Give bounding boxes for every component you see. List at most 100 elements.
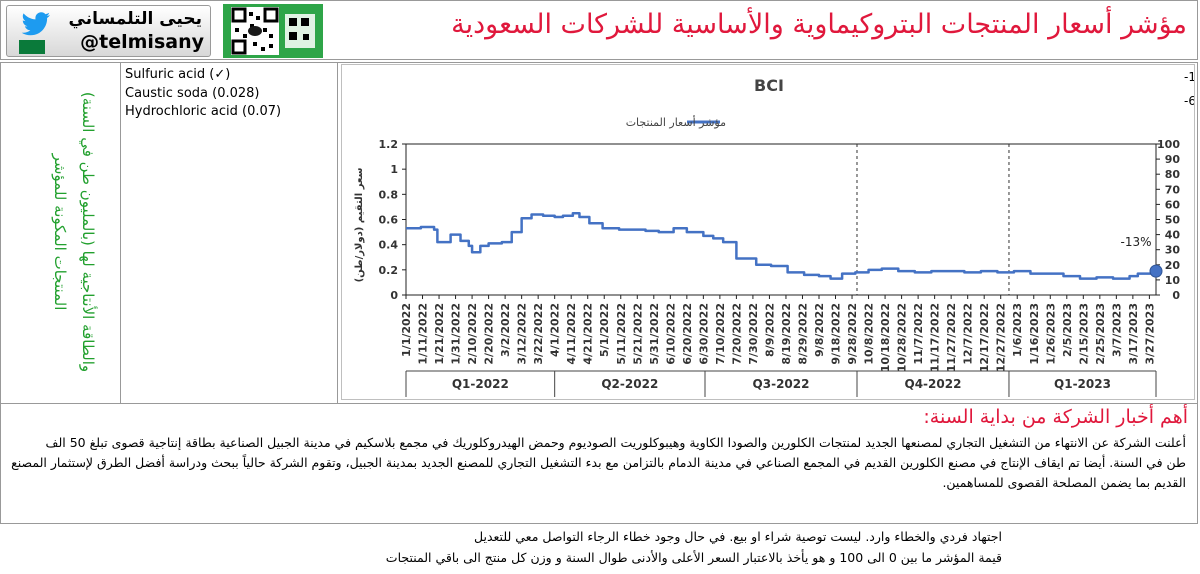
x-tick-label: 10/18/2022 [879,303,892,372]
x-tick-label: 4/1/2022 [549,303,562,357]
x-tick-label: 9/28/2022 [846,303,859,365]
x-tick-label: 12/17/2022 [978,303,991,372]
x-tick-label: 1/21/2022 [433,303,446,365]
index-note: قيمة المؤشر ما بين 0 الى 100 و هو يأخذ ب… [385,550,1002,565]
y2-tick-label: 80 [1165,168,1181,181]
x-tick-label: 3/12/2022 [516,303,529,365]
x-tick-label: 10/8/2022 [863,303,876,365]
x-tick-label: 8/19/2022 [780,303,793,365]
y-tick-label: 0.2 [379,264,399,277]
x-tick-label: 5/1/2022 [598,303,611,357]
x-tick-label: 9/18/2022 [830,303,843,365]
quarter-label: Q2-2022 [601,377,658,391]
bci-chart: BCI التغيير عن الربع السابق %13- التغيير… [354,70,1200,397]
list-item: Sulfuric acid (✓) [125,67,231,82]
y2-tick-label: 60 [1165,198,1181,211]
list-item: Caustic soda (0.028) [125,85,260,101]
author-handle: @telmisany [80,31,204,53]
y-tick-label: 1 [390,163,398,176]
list-item: Hydrochloric acid (0.07) [125,104,282,119]
x-tick-label: 10/28/2022 [896,303,909,372]
x-tick-label: 3/2/2022 [499,303,512,357]
x-tick-label: 2/20/2022 [483,303,496,365]
bci-series-line [406,211,1158,280]
change-same-quarter: التغيير عن الربع المماثل %67- [1184,94,1194,109]
x-tick-label: 5/21/2022 [631,303,644,365]
news-paragraph: أعلنت الشركة عن الانتهاء من التشغيل التج… [45,435,1187,450]
change-previous-quarter: التغيير عن الربع السابق %13- [1184,70,1194,85]
x-tick-label: 2/5/2023 [1061,303,1074,357]
x-tick-label: 2/15/2023 [1077,303,1090,365]
y2-tick-label: 50 [1165,214,1181,227]
legend-label: مؤشر أسعار المنتجات [626,115,726,129]
x-tick-label: 9/8/2022 [813,303,826,357]
x-tick-label: 12/7/2022 [962,303,975,365]
news-body: أعلنت الشركة عن الانتهاء من التشغيل التج… [6,433,1186,493]
x-tick-label: 6/10/2022 [664,303,677,365]
y2-tick-label: 40 [1165,229,1181,242]
y-tick-label: 0.8 [379,188,399,201]
x-tick-label: 6/30/2022 [697,303,710,365]
x-tick-label: 4/21/2022 [582,303,595,365]
y-axis-label: سعر التقيم (دولار/طن) [354,167,365,282]
disclaimer: اجتهاد فردي والخطاء وارد. ليست توصية شرا… [474,529,1002,544]
x-tick-label: 6/20/2022 [681,303,694,365]
x-tick-label: 2/10/2022 [466,303,479,365]
x-tick-label: 1/31/2022 [450,303,463,365]
side-label: المنتجات المكونة للمؤشر والطاقة الأنتاجي… [5,70,115,395]
x-tick-label: 1/26/2023 [1044,303,1057,365]
y2-tick-label: 100 [1157,138,1180,151]
x-tick-label: 3/7/2023 [1110,303,1123,357]
y2-tick-label: 20 [1165,259,1181,272]
news-paragraph: القديم بما يضمن المصلحة القصوى للمساهمين… [942,475,1186,490]
content-frame [0,62,1198,524]
x-tick-label: 8/9/2022 [763,303,776,357]
y-tick-label: 1.2 [379,138,399,151]
author-name: يحيى التلمساني [68,9,202,29]
x-tick-label: 11/27/2022 [945,303,958,372]
x-tick-label: 11/17/2022 [929,303,942,372]
x-tick-label: 3/27/2023 [1143,303,1156,365]
products-list: Sulfuric acid (✓) Caustic soda (0.028) H… [125,66,281,122]
news-paragraph: طن في السنة. أيضا تم ايقاف الإنتاج في مص… [11,455,1186,470]
y2-tick-label: 90 [1165,153,1181,166]
x-tick-label: 7/10/2022 [714,303,727,365]
author-badge: يحيى التلمساني @telmisany [6,5,211,57]
chart-container: BCI التغيير عن الربع السابق %13- التغيير… [341,64,1200,400]
flag-icon [19,40,45,54]
x-tick-label: 4/11/2022 [565,303,578,365]
x-tick-label: 1/6/2023 [1011,303,1024,357]
x-tick-label: 5/31/2022 [648,303,661,365]
quarter-label: Q4-2022 [905,377,962,391]
column-divider [120,62,121,403]
x-tick-label: 1/1/2022 [400,303,413,357]
x-tick-label: 11/7/2022 [912,303,925,365]
last-value-marker [1149,264,1163,278]
x-tick-label: 1/11/2022 [417,303,430,365]
x-tick-label: 1/16/2023 [1028,303,1041,365]
quarter-label: Q1-2022 [452,377,509,391]
twitter-icon [21,12,50,36]
plot-frame [405,143,1157,296]
y2-tick-label: 30 [1165,244,1181,257]
x-tick-label: 5/11/2022 [615,303,628,365]
x-tick-label: 3/22/2022 [532,303,545,365]
y-tick-label: 0.6 [379,214,399,227]
x-tick-label: 3/17/2023 [1127,303,1140,365]
side-label-line1: المنتجات المكونة للمؤشر [51,153,69,311]
x-tick-label: 12/27/2022 [995,303,1008,372]
footer-notes: اجتهاد فردي والخطاء وارد. ليست توصية شرا… [2,526,1002,568]
y-tick-label: 0 [390,289,398,302]
quarter-label: Q1-2023 [1054,377,1111,391]
qr-code-icon [223,4,323,58]
y2-tick-label: 10 [1165,274,1181,287]
y2-tick-label: 70 [1165,183,1181,196]
x-tick-label: 7/30/2022 [747,303,760,365]
chart-title: BCI [754,76,784,95]
column-divider [337,62,338,403]
header-bar: يحيى التلمساني @telmisany مؤشر أسعار الم… [0,0,1198,60]
y-tick-label: 0.4 [379,239,399,252]
y2-tick-label: 0 [1172,289,1180,302]
row-divider [0,403,1198,404]
x-tick-label: 2/25/2023 [1094,303,1107,365]
